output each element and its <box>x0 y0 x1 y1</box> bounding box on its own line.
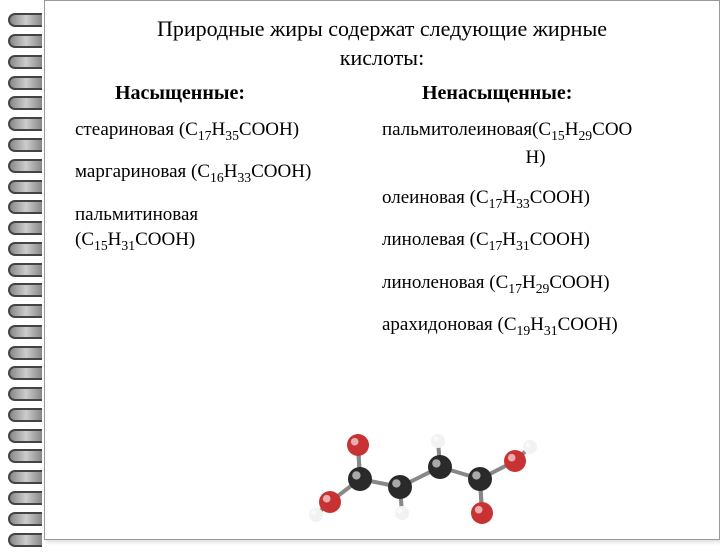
spiral-ring <box>8 96 42 110</box>
atom-highlight <box>392 479 400 487</box>
spiral-ring <box>8 408 42 422</box>
spiral-ring <box>8 13 42 27</box>
spiral-ring <box>8 366 42 380</box>
spiral-ring <box>8 159 42 173</box>
atom-C <box>388 475 412 499</box>
spiral-ring <box>8 55 42 69</box>
atom-C <box>348 467 372 491</box>
title-line-1: Природные жиры содержат следующие жирные <box>157 16 607 41</box>
atom-O <box>347 434 369 456</box>
acid-entry: олеиновая (C17H33COOH) <box>382 185 689 213</box>
spiral-ring <box>8 304 42 318</box>
atom-H <box>523 440 537 454</box>
unsaturated-list: пальмитолеиновая(C15H29COOH) олеиновая (C… <box>382 117 689 340</box>
unsaturated-header: Ненасыщенные: <box>382 82 689 105</box>
acid-entry: пальмитиновая(C15H31COOH) <box>75 202 382 256</box>
spiral-ring <box>8 242 42 256</box>
spiral-ring <box>8 449 42 463</box>
atom-highlight <box>525 442 530 447</box>
acid-entry: линолевая (C17H31COOH) <box>382 227 689 255</box>
slide-title: Природные жиры содержат следующие жирные… <box>45 1 719 82</box>
acid-entry: арахидоновая (C19H31COOH) <box>382 312 689 340</box>
spiral-ring <box>8 76 42 90</box>
atom-highlight <box>352 471 360 479</box>
spiral-ring <box>8 429 42 443</box>
molecule-diagram <box>295 417 555 527</box>
atom-highlight <box>433 436 438 441</box>
atom-O <box>471 502 493 524</box>
atom-H <box>395 506 409 520</box>
atom-highlight <box>432 459 440 467</box>
spiral-ring <box>8 221 42 235</box>
atom-highlight <box>311 510 316 515</box>
acid-entry: стеариновая (C17H35COOH) <box>75 117 382 145</box>
spiral-ring <box>8 512 42 526</box>
spiral-ring <box>8 117 42 131</box>
spiral-ring <box>8 346 42 360</box>
atom-C <box>468 467 492 491</box>
acid-entry: линоленовая (C17H29COOH) <box>382 270 689 298</box>
spiral-ring <box>8 200 42 214</box>
spiral-ring <box>8 138 42 152</box>
spiral-ring <box>8 387 42 401</box>
atom-highlight <box>397 508 402 513</box>
spiral-ring <box>8 34 42 48</box>
saturated-list: стеариновая (C17H35COOH) маргариновая (C1… <box>75 117 382 255</box>
acid-entry: пальмитолеиновая(C15H29COOH) <box>382 117 689 171</box>
atom-O <box>504 450 526 472</box>
content-columns: Насыщенные: стеариновая (C17H35COOH) марг… <box>45 82 719 354</box>
saturated-column: Насыщенные: стеариновая (C17H35COOH) марг… <box>75 82 382 354</box>
saturated-header: Насыщенные: <box>75 82 382 105</box>
slide-page: Природные жиры содержат следующие жирные… <box>44 0 720 540</box>
acid-entry: маргариновая (C16H33COOH) <box>75 159 382 187</box>
atom-H <box>309 508 323 522</box>
spiral-ring <box>8 283 42 297</box>
atom-highlight <box>508 454 516 462</box>
atom-H <box>431 434 445 448</box>
atom-highlight <box>323 495 331 503</box>
spiral-ring <box>8 491 42 505</box>
spiral-ring <box>8 470 42 484</box>
atom-O <box>319 491 341 513</box>
spiral-binding <box>0 0 40 560</box>
title-line-2: кислоты: <box>340 45 424 70</box>
atom-highlight <box>475 506 483 514</box>
spiral-ring <box>8 325 42 339</box>
unsaturated-column: Ненасыщенные: пальмитолеиновая(C15H29COO… <box>382 82 689 354</box>
atom-highlight <box>472 471 480 479</box>
spiral-ring <box>8 263 42 277</box>
spiral-ring <box>8 180 42 194</box>
atom-C <box>428 455 452 479</box>
atom-highlight <box>351 438 359 446</box>
